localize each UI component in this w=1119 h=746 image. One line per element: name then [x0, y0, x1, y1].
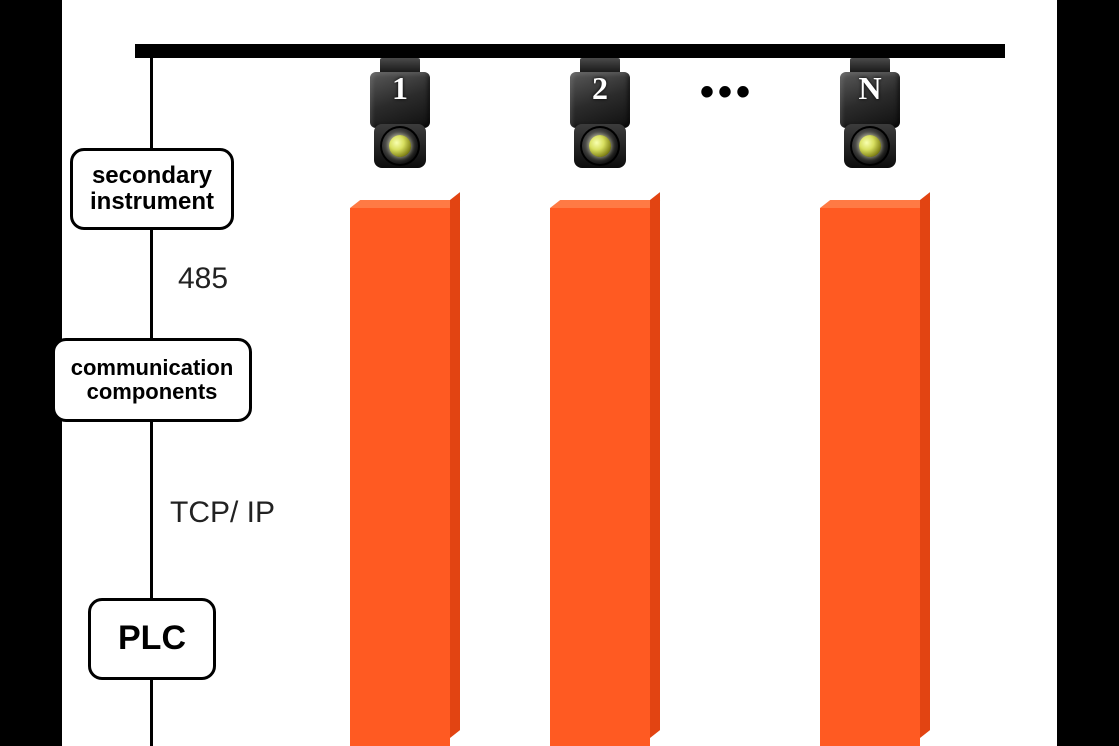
camera-lens-glass: [859, 135, 881, 157]
billet-side: [920, 192, 930, 738]
camera-lens-glass: [389, 135, 411, 157]
camera-1: 1: [360, 58, 440, 168]
connector-rail-to-secondary: [150, 58, 153, 148]
billet-top: [820, 200, 930, 208]
camera-lens-housing: [374, 124, 426, 168]
connector-comm-to-plc: [150, 422, 153, 598]
connector-below-plc: [150, 680, 153, 746]
camera-lens-glass: [589, 135, 611, 157]
edge-label-tcpip: TCP/ IP: [170, 496, 275, 530]
billet-top: [350, 200, 460, 208]
camera-ellipsis: •••: [700, 70, 754, 115]
billet-side: [450, 192, 460, 738]
billet-front: [820, 208, 920, 746]
billet-front: [550, 208, 650, 746]
camera-lens-ring: [380, 126, 420, 166]
billet-1: [350, 200, 460, 746]
node-communication-components: communicationcomponents: [52, 338, 252, 422]
camera-lens-ring: [580, 126, 620, 166]
billet-top: [550, 200, 660, 208]
billet-side: [650, 192, 660, 738]
right-black-band: [1057, 0, 1119, 746]
camera-lens-housing: [844, 124, 896, 168]
camera-label: 1: [360, 70, 440, 107]
billet-front: [350, 208, 450, 746]
camera-label: N: [830, 70, 910, 107]
billet-n: [820, 200, 930, 746]
connector-secondary-to-comm: [150, 230, 153, 338]
node-secondary-instrument: secondaryinstrument: [70, 148, 234, 230]
diagram-stage: secondaryinstrument communicationcompone…: [62, 0, 1057, 746]
top-rail: [135, 44, 1005, 58]
node-plc: PLC: [88, 598, 216, 680]
node-secondary-instrument-label: secondaryinstrument: [90, 163, 214, 216]
camera-2: 2: [560, 58, 640, 168]
node-communication-components-label: communicationcomponents: [71, 356, 234, 404]
edge-label-485: 485: [178, 262, 228, 296]
billet-2: [550, 200, 660, 746]
camera-n: N: [830, 58, 910, 168]
node-plc-label: PLC: [118, 620, 186, 657]
camera-lens-ring: [850, 126, 890, 166]
camera-label: 2: [560, 70, 640, 107]
camera-lens-housing: [574, 124, 626, 168]
